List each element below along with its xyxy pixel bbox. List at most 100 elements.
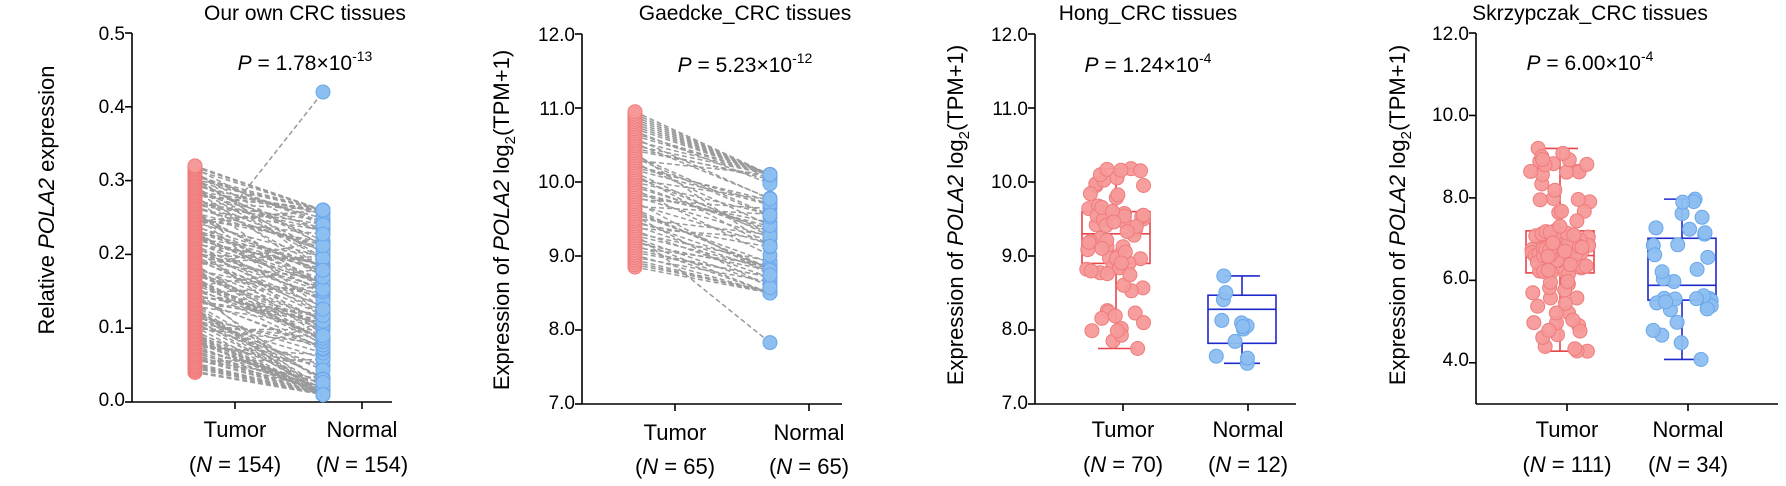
pair-line bbox=[194, 196, 324, 270]
pair-line bbox=[194, 197, 324, 253]
normal-points bbox=[1208, 268, 1255, 371]
tumor-point bbox=[1523, 163, 1539, 179]
plot-area bbox=[1469, 32, 1778, 411]
y-tick-label: 12.0 bbox=[538, 25, 575, 46]
pair-line bbox=[634, 149, 771, 178]
pair-line bbox=[194, 193, 324, 212]
x-category-normal: Normal bbox=[1213, 417, 1284, 442]
tumor-point bbox=[1530, 298, 1546, 314]
pair-line bbox=[194, 267, 324, 346]
normal-point bbox=[1700, 249, 1716, 265]
pair-line bbox=[194, 258, 324, 316]
pair-line bbox=[634, 242, 771, 272]
plot-area bbox=[1028, 33, 1296, 411]
pair-line bbox=[194, 336, 324, 392]
y-tick-label: 11.0 bbox=[992, 99, 1028, 120]
y-tick-label: 6.0 bbox=[1443, 268, 1469, 289]
pair-line bbox=[194, 319, 324, 359]
pair-line bbox=[634, 227, 771, 239]
normal-point bbox=[1239, 350, 1255, 366]
tumor-point bbox=[1113, 255, 1129, 271]
pair-line bbox=[194, 184, 324, 219]
y-tick-label: 9.0 bbox=[549, 246, 575, 267]
pair-line bbox=[194, 189, 324, 278]
pair-line bbox=[634, 162, 771, 227]
axes bbox=[575, 33, 842, 411]
normal-point bbox=[1670, 237, 1686, 253]
normal-points bbox=[1645, 191, 1719, 367]
pair-line bbox=[634, 254, 771, 294]
tumor-point bbox=[1136, 178, 1152, 194]
tumor-point bbox=[1525, 285, 1541, 301]
tumor-point bbox=[1548, 305, 1564, 321]
pair-line bbox=[194, 354, 324, 396]
normal-point bbox=[315, 387, 331, 403]
pair-line bbox=[634, 166, 771, 202]
x-n-tumor: (N = 70) bbox=[1083, 452, 1163, 477]
pair-line bbox=[194, 270, 324, 326]
y-tick-label: 7.0 bbox=[549, 393, 575, 414]
x-n-tumor: (N = 111) bbox=[1522, 452, 1611, 477]
y-tick-label: 10.0 bbox=[991, 172, 1028, 193]
tumor-point bbox=[1560, 274, 1576, 290]
tumor-point bbox=[1578, 258, 1594, 274]
x-category-normal: Normal bbox=[774, 420, 845, 445]
pair-line bbox=[194, 208, 324, 231]
normal-point bbox=[762, 191, 778, 207]
pair-line bbox=[194, 313, 324, 354]
tumor-point bbox=[1552, 218, 1568, 234]
x-n-normal: (N = 65) bbox=[769, 454, 849, 479]
y-tick-label: 9.0 bbox=[1002, 246, 1028, 267]
tumor-point bbox=[1540, 248, 1556, 264]
y-tick-labels: 4.0 6.0 8.0 10.0 12.0 bbox=[1432, 24, 1469, 371]
tumor-point bbox=[1106, 214, 1122, 230]
pair-line bbox=[194, 175, 324, 211]
x-category-tumor: Tumor bbox=[1536, 417, 1599, 442]
tumor-point bbox=[1109, 323, 1125, 339]
panel-title: Gaedcke_CRC tissues bbox=[639, 2, 851, 25]
y-tick-labels: 0.0 0.1 0.2 0.3 0.4 0.5 bbox=[99, 24, 126, 411]
normal-point bbox=[1699, 301, 1715, 317]
pair-line bbox=[194, 181, 324, 211]
pair-line bbox=[634, 174, 771, 248]
tumor-point bbox=[1094, 240, 1110, 256]
y-axis-label: Expression of POLA2 log2(TPM+1) bbox=[943, 45, 973, 385]
tumor-points bbox=[187, 158, 203, 380]
y-tick-label: 10.0 bbox=[538, 172, 575, 193]
x-n-normal: (N = 154) bbox=[316, 452, 408, 477]
pair-line bbox=[634, 259, 771, 294]
x-category-normal: Normal bbox=[327, 417, 398, 442]
p-value: P = 5.23×10-12 bbox=[678, 50, 813, 77]
pair-line bbox=[194, 177, 324, 259]
tumor-point bbox=[1562, 257, 1578, 273]
tumor-point bbox=[1084, 323, 1100, 339]
pair-line bbox=[634, 183, 771, 234]
pair-line bbox=[634, 140, 771, 176]
p-value: P = 6.00×10-4 bbox=[1527, 48, 1654, 75]
tumor-point bbox=[1557, 243, 1573, 259]
y-tick-label: 10.0 bbox=[1432, 105, 1469, 126]
p-value: P = 1.24×10-4 bbox=[1085, 50, 1212, 77]
tumor-point bbox=[1083, 263, 1099, 279]
pair-line bbox=[634, 208, 771, 271]
pair-line bbox=[634, 178, 771, 201]
pair-line bbox=[634, 215, 771, 289]
y-tick-label: 12.0 bbox=[1432, 24, 1469, 45]
plot-area bbox=[575, 33, 842, 411]
tumor-point bbox=[1572, 323, 1588, 339]
panel-gaedcke-crc: Gaedcke_CRC tissues Expression of POLA2 … bbox=[489, 2, 851, 479]
tumor-point bbox=[1135, 207, 1151, 223]
pair-line bbox=[634, 111, 771, 176]
normal-point bbox=[315, 328, 331, 344]
pair-line bbox=[194, 225, 324, 267]
normal-point bbox=[1645, 322, 1661, 338]
tumor-point bbox=[1130, 341, 1146, 356]
y-axis-label: Expression of POLA2 log2(TPM+1) bbox=[1385, 45, 1415, 385]
pair-line bbox=[194, 356, 324, 396]
tumor-point bbox=[1094, 310, 1110, 326]
pair-line bbox=[194, 312, 324, 396]
pair-line bbox=[194, 252, 324, 297]
pair-line bbox=[194, 316, 324, 348]
tumor-point bbox=[1082, 186, 1098, 202]
pair-line bbox=[194, 219, 324, 235]
